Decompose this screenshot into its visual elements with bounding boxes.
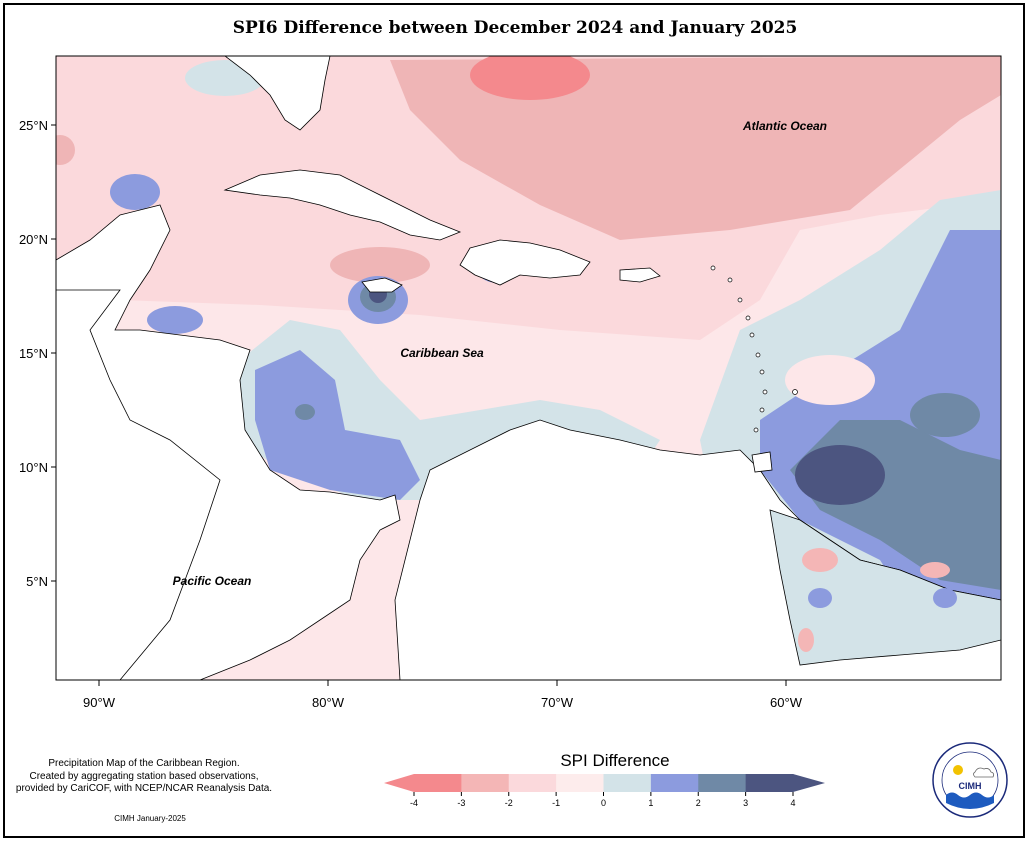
legend-colorbar bbox=[384, 774, 825, 792]
label-pacific-ocean: Pacific Ocean bbox=[173, 574, 252, 588]
legend-tick-label: -1 bbox=[552, 798, 560, 808]
spi-field bbox=[56, 56, 1001, 680]
footer-note-line2: Created by aggregating station based obs… bbox=[29, 770, 259, 782]
lat-ticks bbox=[51, 124, 56, 582]
legend-tick-label: -3 bbox=[457, 798, 465, 808]
logo-acronym: CIMH bbox=[959, 781, 982, 791]
legend-tick-label: 1 bbox=[648, 798, 653, 808]
land-areas bbox=[56, 56, 1001, 680]
footer-note: Precipitation Map of the Caribbean Regio… bbox=[6, 758, 282, 796]
legend-ticks: -4 -3 -2 -1 0 1 2 3 4 bbox=[410, 792, 796, 808]
guianas-shading bbox=[769, 509, 1001, 666]
legend-swatch bbox=[603, 774, 652, 792]
label-atlantic-ocean: Atlantic Ocean bbox=[742, 119, 827, 133]
lon-ticks bbox=[98, 680, 787, 686]
legend-swatch bbox=[698, 774, 747, 792]
cimh-logo: CIMH bbox=[932, 742, 1008, 818]
legend-tick-label: 4 bbox=[790, 798, 795, 808]
lon-label-90: 90°W bbox=[83, 695, 116, 710]
legend-arrow-left bbox=[384, 774, 414, 792]
footer-note-line3: provided by CariCOF, with NCEP/NCAR Rean… bbox=[15, 783, 273, 794]
legend-swatch bbox=[745, 774, 794, 792]
legend-swatch bbox=[461, 774, 510, 792]
legend-tick-label: -4 bbox=[410, 798, 418, 808]
waves-icon bbox=[946, 792, 994, 809]
map-border bbox=[55, 55, 1002, 681]
map-title: SPI6 Difference between December 2024 an… bbox=[232, 18, 798, 38]
cloud-icon bbox=[973, 767, 995, 778]
footer-credit: CIMH January-2025 bbox=[114, 814, 186, 823]
sun-icon bbox=[953, 765, 963, 775]
lat-label-10: 10°N bbox=[19, 460, 48, 475]
legend-swatch bbox=[556, 774, 604, 792]
lon-label-80: 80°W bbox=[312, 695, 345, 710]
lat-label-25: 25°N bbox=[19, 118, 48, 133]
legend-tick-label: -2 bbox=[505, 798, 513, 808]
legend-tick-label: 2 bbox=[696, 798, 701, 808]
lon-label-70: 70°W bbox=[541, 695, 574, 710]
lon-label-60: 60°W bbox=[770, 695, 803, 710]
label-caribbean-sea: Caribbean Sea bbox=[400, 346, 484, 360]
legend-swatch bbox=[414, 774, 462, 792]
lat-label-20: 20°N bbox=[19, 232, 48, 247]
legend-tick-label: 3 bbox=[743, 798, 748, 808]
lat-label-15: 15°N bbox=[19, 346, 48, 361]
lesser-antilles bbox=[710, 265, 798, 433]
footer-note-line1: Precipitation Map of the Caribbean Regio… bbox=[48, 758, 240, 769]
lat-label-5: 5°N bbox=[26, 574, 48, 589]
legend-tick-label: 0 bbox=[601, 798, 606, 808]
legend-swatch bbox=[508, 774, 557, 792]
legend-title: SPI Difference bbox=[560, 751, 669, 770]
legend-arrow-right bbox=[793, 774, 825, 792]
legend-swatch bbox=[650, 774, 699, 792]
